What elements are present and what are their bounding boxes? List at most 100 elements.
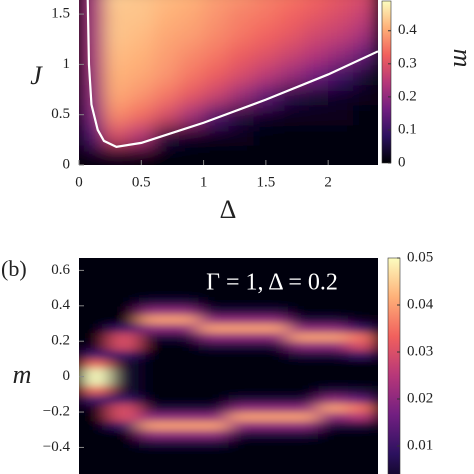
- heatmap-cell: [79, 305, 110, 316]
- heatmap-cell: [318, 412, 349, 422]
- heatmap-cell: [228, 64, 254, 86]
- heatmap-cell: [258, 465, 289, 474]
- heatmap-cell: [79, 258, 110, 263]
- colorbar-tick-label: 0.01: [407, 437, 433, 453]
- colorbar-tick-label: 0: [398, 154, 406, 170]
- heatmap-cell: [198, 367, 229, 378]
- heatmap-cell: [348, 279, 378, 289]
- heatmap-cell: [128, 0, 155, 5]
- heatmap-cell: [128, 4, 155, 25]
- heatmap-cell: [108, 385, 140, 395]
- heatmap-cell: [198, 261, 229, 271]
- heatmap-cell: [168, 376, 200, 386]
- y-axis-label: m: [13, 360, 32, 389]
- heatmap-cell: [138, 412, 170, 422]
- heatmap-cell: [303, 104, 329, 126]
- heatmap-cell: [318, 288, 349, 298]
- heatmap-cell: [258, 270, 289, 280]
- heatmap-cell: [178, 84, 205, 106]
- heatmap-cell: [198, 288, 229, 298]
- heatmap-cell: [128, 24, 155, 45]
- heatmap-cell: [318, 438, 349, 448]
- heatmap-cell: [253, 144, 279, 165]
- heatmap-cell: [228, 144, 254, 165]
- heatmap-cell: [318, 314, 349, 325]
- heatmap-cell: [228, 261, 259, 271]
- heatmap-cell: [198, 323, 229, 333]
- heatmap-cell: [318, 358, 349, 369]
- heatmap-cell: [138, 403, 170, 413]
- heatmap-cell: [79, 420, 110, 431]
- heatmap-cell: [228, 332, 259, 342]
- heatmap-cell: [288, 341, 319, 351]
- heatmap-cell: [198, 412, 229, 422]
- heatmap-cell: [198, 358, 229, 369]
- heatmap-cell: [258, 358, 289, 369]
- heatmap-cell: [288, 367, 319, 378]
- heatmap-cell: [228, 403, 259, 413]
- colorbar-label: m: [448, 49, 474, 68]
- heatmap-cell: [353, 84, 378, 106]
- heatmap-cell: [228, 420, 259, 431]
- heatmap-cell: [318, 385, 349, 395]
- heatmap-cell: [288, 350, 319, 360]
- heatmap-cell: [153, 24, 180, 45]
- heatmap-cell: [303, 44, 329, 65]
- heatmap-cell: [253, 4, 279, 25]
- heatmap-cell: [79, 24, 105, 45]
- heatmap-cell: [168, 296, 200, 307]
- heatmap-cell: [253, 24, 279, 45]
- heatmap-cell: [138, 296, 170, 307]
- heatmap-cell: [198, 429, 229, 440]
- heatmap-cell: [138, 350, 170, 360]
- heatmap-cell: [353, 104, 378, 126]
- heatmap-cell: [318, 261, 349, 271]
- heatmap-cell: [103, 84, 130, 106]
- heatmap-cell: [318, 394, 349, 404]
- heatmap-cell: [278, 64, 304, 86]
- heatmap-cell: [258, 305, 289, 316]
- heatmap-cell: [168, 314, 200, 325]
- heatmap-cell: [228, 438, 259, 448]
- heatmap-cell: [178, 24, 205, 45]
- heatmap-cell: [79, 104, 105, 126]
- heatmap-cell: [318, 279, 349, 289]
- heatmap-cell: [168, 385, 200, 395]
- heatmap-cell: [353, 24, 378, 45]
- heatmap-cell: [203, 64, 229, 86]
- heatmap-cell: [108, 412, 140, 422]
- heatmap-cell: [79, 341, 110, 351]
- heatmap: [79, 0, 378, 165]
- heatmap-cell: [288, 465, 319, 474]
- heatmap-cell: [168, 429, 200, 440]
- heatmap-cell: [288, 385, 319, 395]
- heatmap-cell: [168, 332, 200, 342]
- heatmap-cell: [328, 64, 354, 86]
- heatmap-cell: [79, 394, 110, 404]
- heatmap-cell: [228, 341, 259, 351]
- heatmap-cell: [79, 4, 105, 25]
- x-tick-label: 0: [75, 174, 83, 190]
- heatmap-cell: [253, 0, 279, 5]
- heatmap-cell: [79, 456, 110, 466]
- heatmap-cell: [348, 447, 378, 457]
- heatmap-cell: [348, 412, 378, 422]
- heatmap-cell: [228, 296, 259, 307]
- y-tick-label: 0: [63, 156, 71, 172]
- heatmap-cell: [79, 447, 110, 457]
- heatmap-cell: [348, 376, 378, 386]
- heatmap-cell: [108, 465, 140, 474]
- heatmap-cell: [228, 429, 259, 440]
- heatmap-cell: [228, 394, 259, 404]
- heatmap-cell: [168, 367, 200, 378]
- heatmap: [79, 258, 378, 474]
- heatmap-cell: [168, 465, 200, 474]
- heatmap-cell: [228, 279, 259, 289]
- heatmap-cell: [318, 258, 349, 263]
- heatmap-cell: [288, 447, 319, 457]
- heatmap-cell: [79, 261, 110, 271]
- x-tick-label: 2: [324, 174, 332, 190]
- y-tick-label: 0.5: [51, 106, 70, 122]
- heatmap-cell: [303, 124, 329, 146]
- heatmap-cell: [108, 332, 140, 342]
